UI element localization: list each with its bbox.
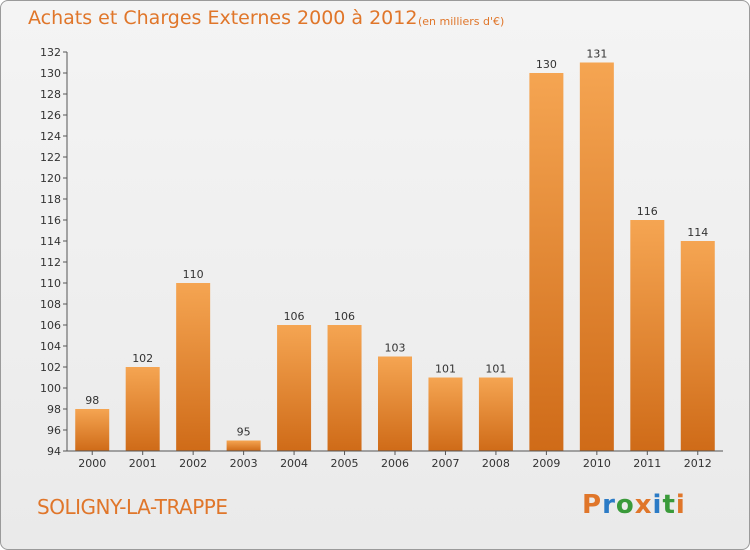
y-tick-label: 98 — [47, 403, 61, 416]
y-tick-label: 102 — [40, 361, 61, 374]
bar — [125, 367, 160, 451]
bar-value-label: 116 — [637, 205, 658, 218]
x-tick-label: 2005 — [331, 457, 359, 470]
bar-value-label: 106 — [334, 310, 355, 323]
logo-letter: P — [582, 490, 603, 520]
y-tick-label: 118 — [40, 193, 61, 206]
x-tick-label: 2000 — [78, 457, 106, 470]
y-tick-label: 100 — [40, 382, 61, 395]
logo-letter: r — [602, 490, 616, 520]
y-tick-label: 120 — [40, 172, 61, 185]
bar — [75, 409, 110, 451]
bar — [478, 377, 513, 451]
bar — [327, 325, 362, 451]
x-axis: 2000 2001 2002 2003 2004 2005 2006 2007 2008 2009… — [67, 450, 723, 470]
bar — [378, 356, 412, 451]
x-tick-label: 2006 — [381, 457, 409, 470]
y-tick-label: 126 — [40, 109, 61, 122]
y-tick-label: 122 — [40, 151, 61, 164]
bar-value-label: 95 — [237, 426, 251, 439]
y-tick-label: 114 — [40, 235, 61, 248]
proxiti-logo: Proxiti — [582, 490, 686, 520]
y-tick-label: 132 — [40, 46, 61, 59]
bar — [680, 241, 715, 451]
chart-unit: (en milliers d'€) — [418, 15, 505, 28]
bars-group: 98 102 110 95 106 106 103 101 101 130 131 116 114 — [75, 48, 715, 451]
chart-title: Achats et Charges Externes 2000 à 2012 — [28, 7, 418, 29]
commune-name: SOLIGNY-LA-TRAPPE — [37, 495, 228, 519]
x-tick-label: 2002 — [179, 457, 207, 470]
bar — [176, 283, 211, 451]
x-tick-label: 2004 — [280, 457, 308, 470]
logo-letter: i — [675, 490, 686, 520]
y-axis: 94 96 98 100 102 104 106 108 110 112 114 116 118 120 1… — [40, 46, 68, 458]
bar-value-label: 101 — [485, 363, 506, 376]
bar-value-label: 130 — [536, 58, 557, 71]
bar — [630, 220, 665, 451]
y-tick-label: 104 — [40, 340, 61, 353]
x-tick-label: 2001 — [129, 457, 157, 470]
y-tick-label: 124 — [40, 130, 61, 143]
bar — [529, 73, 564, 451]
y-tick-label: 116 — [40, 214, 61, 227]
x-tick-label: 2007 — [431, 457, 459, 470]
logo-letter: i — [652, 490, 663, 520]
y-tick-label: 110 — [40, 277, 61, 290]
y-tick-label: 112 — [40, 256, 61, 269]
y-tick-label: 94 — [47, 445, 61, 458]
bar-value-label: 106 — [284, 310, 305, 323]
x-tick-label: 2008 — [482, 457, 510, 470]
x-tick-label: 2009 — [532, 457, 560, 470]
y-tick-label: 128 — [40, 88, 61, 101]
x-tick-label: 2011 — [633, 457, 661, 470]
bar-value-label: 114 — [687, 226, 708, 239]
x-tick-label: 2003 — [230, 457, 258, 470]
y-tick-label: 108 — [40, 298, 61, 311]
y-tick-label: 96 — [47, 424, 61, 437]
bar — [428, 377, 463, 451]
bar-value-label: 101 — [435, 363, 456, 376]
bar-value-label: 110 — [183, 268, 204, 281]
logo-letter: o — [615, 490, 635, 520]
logo-letter: x — [634, 490, 653, 520]
x-tick-label: 2010 — [583, 457, 611, 470]
bar-value-label: 102 — [132, 352, 153, 365]
y-tick-label: 130 — [40, 67, 61, 80]
bar — [579, 62, 614, 451]
bar-value-label: 103 — [385, 342, 406, 355]
y-tick-label: 106 — [40, 319, 61, 332]
x-tick-label: 2012 — [684, 457, 712, 470]
bar-value-label: 98 — [85, 394, 99, 407]
bar — [226, 440, 261, 451]
logo-letter: t — [662, 490, 676, 520]
bar — [277, 325, 312, 451]
bar-value-label: 131 — [586, 48, 607, 61]
